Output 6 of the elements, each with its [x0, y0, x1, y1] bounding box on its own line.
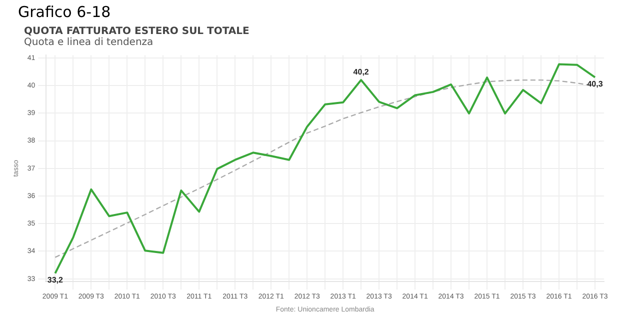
text: Grafico 6-18	[18, 2, 112, 22]
data-label: 40,2	[353, 67, 370, 76]
chart-title: QUOTA FATTURATO ESTERO SUL TOTALE	[24, 26, 250, 37]
chart-subtitle: Quota e linea di tendenza	[24, 37, 154, 48]
data-label: 33,2	[47, 276, 64, 285]
data-label: 40,3	[587, 79, 604, 88]
